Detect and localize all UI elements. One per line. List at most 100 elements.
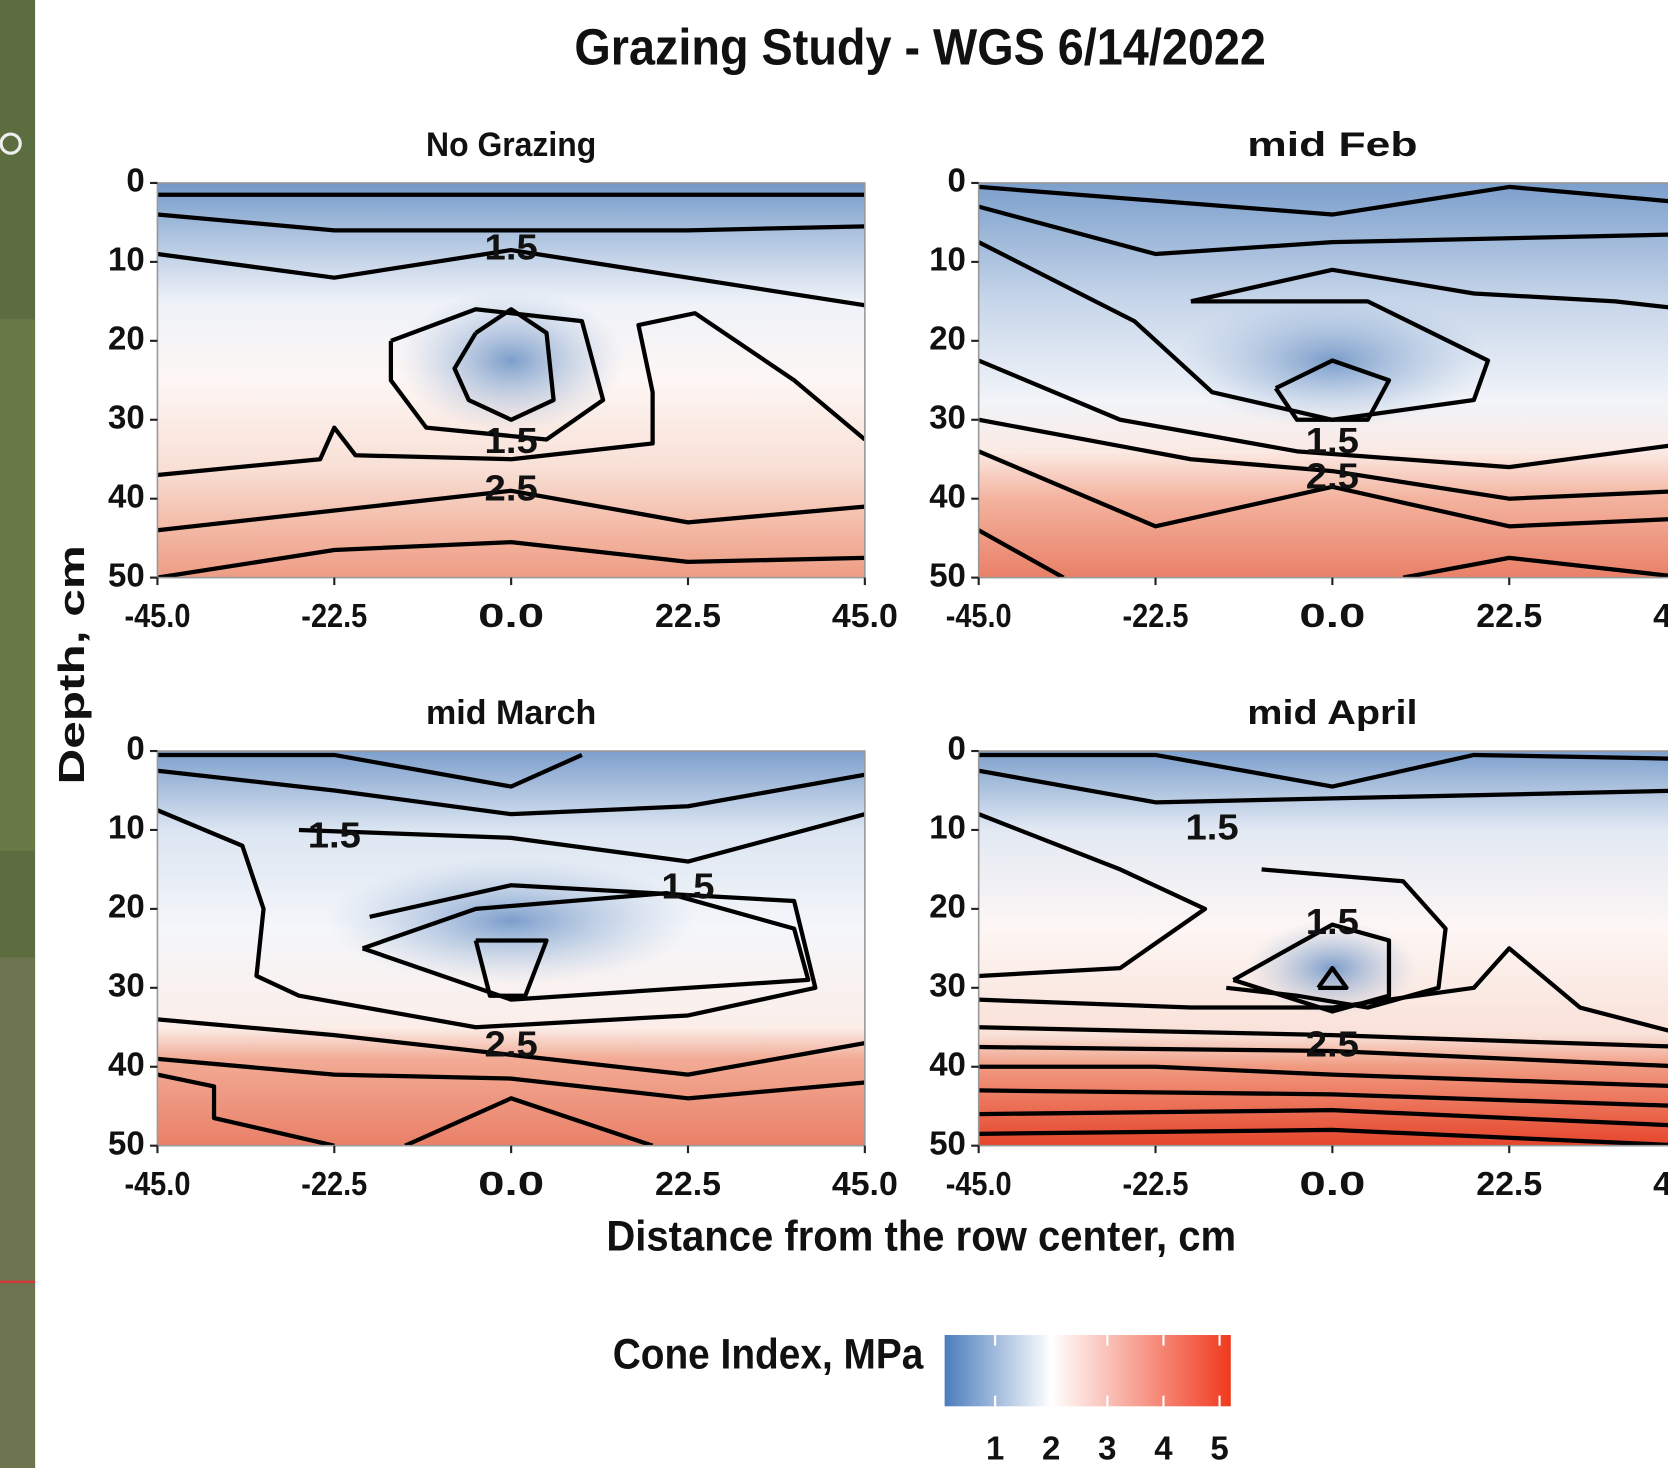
contour-line bbox=[978, 812, 1208, 979]
y-axis-label: Depth, cm bbox=[51, 545, 92, 784]
x-tick-label: 0.0 bbox=[478, 597, 544, 634]
contour-line bbox=[452, 307, 556, 422]
contour-line bbox=[978, 768, 1668, 805]
y-tick-label: 30 bbox=[929, 967, 966, 1004]
x-tick-label: 0.0 bbox=[478, 1165, 544, 1202]
y-tick-label: 0 bbox=[948, 162, 966, 199]
contour-line bbox=[978, 946, 1668, 1033]
contour-line bbox=[298, 812, 865, 864]
x-tick-label: -22.5 bbox=[1123, 597, 1189, 634]
contour-line bbox=[157, 752, 583, 789]
x-tick-label: -45.0 bbox=[946, 1165, 1012, 1202]
y-tick-label: 30 bbox=[108, 398, 145, 435]
contour-line bbox=[473, 938, 549, 998]
x-tick-label: 45.0 bbox=[1653, 597, 1668, 634]
contour-line bbox=[157, 1017, 865, 1077]
contour-lines bbox=[978, 184, 1668, 578]
panel-title: mid Feb bbox=[1247, 126, 1417, 164]
contour-line bbox=[978, 449, 1668, 529]
contour-line bbox=[1274, 358, 1392, 422]
x-tick-label: -45.0 bbox=[124, 597, 190, 634]
y-tick-label: 10 bbox=[929, 241, 966, 278]
x-tick-label: 0.0 bbox=[1299, 597, 1365, 634]
contour-line bbox=[157, 212, 865, 233]
y-tick-label: 20 bbox=[108, 320, 145, 357]
y-tick-label: 30 bbox=[108, 967, 145, 1004]
contour-line bbox=[978, 752, 1668, 789]
y-tick-label: 50 bbox=[108, 556, 145, 593]
x-tick-label: 22.5 bbox=[1476, 1165, 1542, 1202]
contour-line bbox=[978, 204, 1668, 257]
contour-label: 1.5 bbox=[1306, 420, 1359, 461]
y-tick-label: 40 bbox=[108, 1045, 145, 1082]
contour-lines bbox=[157, 752, 865, 1146]
y-tick-label: 40 bbox=[929, 1045, 966, 1082]
y-tick-label: 30 bbox=[929, 398, 966, 435]
x-axis-label: Distance from the row center, cm bbox=[606, 1213, 1236, 1261]
contour-line bbox=[388, 307, 606, 442]
colorbar bbox=[944, 1335, 1231, 1407]
contour-line bbox=[978, 417, 1668, 501]
colorbar-tick-label: 5 bbox=[1210, 1430, 1228, 1467]
x-tick-label: -45.0 bbox=[946, 597, 1012, 634]
contour-lines bbox=[978, 752, 1668, 1146]
y-tick-label: 0 bbox=[126, 730, 144, 767]
x-tick-label: 22.5 bbox=[655, 1165, 721, 1202]
colorbar-title: Cone Index, MPa bbox=[613, 1331, 924, 1379]
y-tick-label: 10 bbox=[108, 809, 145, 846]
contour-label: 1.5 bbox=[485, 420, 538, 461]
contour-line bbox=[978, 1088, 1668, 1108]
contour-line bbox=[978, 528, 1065, 578]
contour-line bbox=[978, 1044, 1668, 1069]
x-tick-label: -22.5 bbox=[1123, 1165, 1189, 1202]
panel-title: No Grazing bbox=[426, 126, 596, 164]
contour-label: 1.5 bbox=[1186, 806, 1239, 847]
colorbar-tick-label: 4 bbox=[1154, 1430, 1173, 1467]
y-tick-label: 40 bbox=[929, 477, 966, 514]
contour-line bbox=[157, 808, 818, 1030]
x-tick-label: -45.0 bbox=[124, 1165, 190, 1202]
contour-line bbox=[978, 1127, 1668, 1146]
x-tick-label: 22.5 bbox=[655, 597, 721, 634]
y-tick-label: 50 bbox=[108, 1124, 145, 1161]
contour-line bbox=[1190, 267, 1668, 310]
contour-line bbox=[1316, 965, 1349, 990]
contour-line bbox=[978, 1025, 1668, 1049]
x-tick-label: 0.0 bbox=[1299, 1165, 1365, 1202]
contour-line bbox=[978, 1108, 1668, 1128]
contour-label: 2.5 bbox=[1306, 1024, 1359, 1065]
x-tick-label: 45.0 bbox=[832, 597, 898, 634]
y-tick-label: 20 bbox=[108, 888, 145, 925]
contour-line bbox=[1402, 555, 1668, 578]
y-tick-label: 20 bbox=[929, 888, 966, 925]
contour-line bbox=[157, 488, 865, 533]
contour-line bbox=[1226, 867, 1448, 1010]
contour-label: 2.5 bbox=[485, 1024, 538, 1065]
contour-label: 1.5 bbox=[1306, 901, 1359, 942]
contour-label: 1.5 bbox=[308, 814, 361, 855]
contour-label: 2.5 bbox=[485, 467, 538, 508]
y-tick-label: 40 bbox=[108, 477, 145, 514]
y-tick-label: 50 bbox=[929, 1124, 966, 1161]
map-pin bbox=[0, 132, 22, 155]
x-tick-label: 45.0 bbox=[832, 1165, 898, 1202]
y-tick-label: 0 bbox=[126, 162, 144, 199]
contour-line bbox=[157, 768, 865, 817]
contour-line bbox=[157, 539, 865, 578]
contour-label: 1.5 bbox=[485, 227, 538, 268]
y-tick-label: 10 bbox=[929, 809, 966, 846]
contour-line bbox=[404, 1096, 654, 1146]
colorbar-tick-label: 2 bbox=[1042, 1430, 1060, 1467]
y-tick-label: 10 bbox=[108, 241, 145, 278]
contour-label: 1.5 bbox=[661, 866, 714, 907]
contour-fill bbox=[327, 857, 696, 984]
y-tick-label: 50 bbox=[929, 556, 966, 593]
contour-lines bbox=[157, 192, 865, 578]
chart-title: Grazing Study - WGS 6/14/2022 bbox=[574, 19, 1265, 76]
contour-line bbox=[978, 184, 1668, 217]
contour-fill bbox=[397, 289, 625, 432]
contour-line bbox=[978, 358, 1668, 470]
colorbar-tick-label: 3 bbox=[1098, 1430, 1116, 1467]
panel-title: mid April bbox=[1247, 694, 1417, 732]
